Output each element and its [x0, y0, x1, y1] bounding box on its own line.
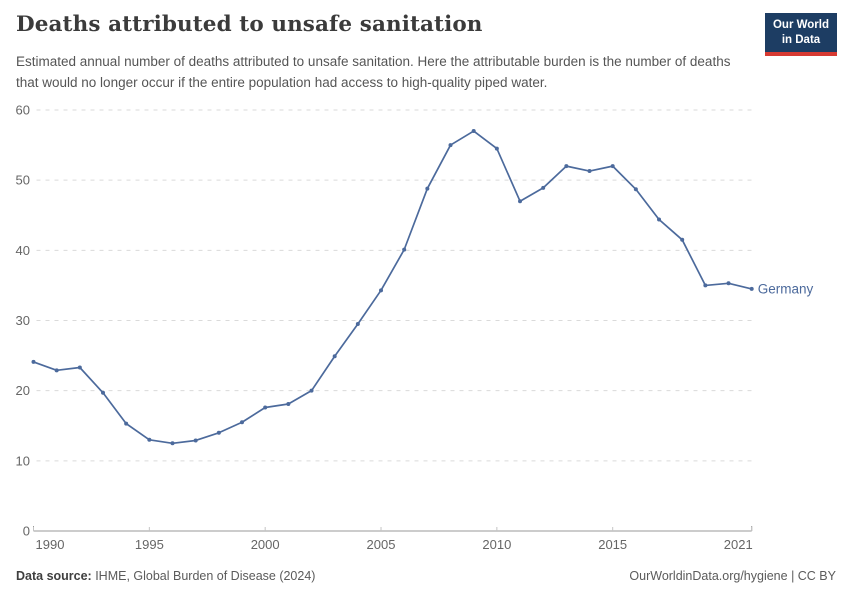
x-axis-tick-label: 1995: [135, 537, 164, 552]
license-credit: OurWorldinData.org/hygiene | CC BY: [629, 569, 836, 583]
data-point: [147, 437, 152, 442]
data-point: [31, 359, 36, 364]
data-point: [448, 143, 453, 148]
data-point: [680, 237, 685, 242]
x-axis-tick-label: 2010: [482, 537, 511, 552]
data-source-note: Data source: IHME, Global Burden of Dise…: [16, 569, 315, 583]
data-point: [703, 283, 708, 288]
data-source-label: Data source:: [16, 569, 92, 583]
data-point: [657, 217, 662, 222]
y-axis-tick-label: 30: [16, 313, 30, 328]
x-axis-tick-label: 2005: [367, 537, 396, 552]
data-point: [332, 354, 337, 359]
y-axis-tick-label: 20: [16, 383, 30, 398]
data-point: [240, 420, 245, 425]
x-axis-tick-label: 2000: [251, 537, 280, 552]
owid-logo-line1: Our World: [772, 19, 829, 31]
data-point: [309, 388, 314, 393]
data-point: [564, 164, 569, 169]
data-point: [726, 281, 731, 286]
chart-title: Deaths attributed to unsafe sanitation: [16, 12, 483, 37]
data-point: [101, 390, 106, 395]
data-point: [471, 129, 476, 134]
data-point: [541, 185, 546, 190]
x-axis-tick-label: 1990: [36, 537, 65, 552]
data-source-value: IHME, Global Burden of Disease (2024): [91, 569, 316, 583]
y-axis-tick-label: 0: [23, 524, 30, 539]
owid-logo-line2: in Data: [781, 33, 821, 46]
x-axis-tick-label: 2021: [724, 537, 753, 552]
data-point: [494, 146, 499, 151]
series-line-germany: [32, 130, 753, 445]
data-point: [402, 247, 407, 252]
y-axis-tick-label: 60: [16, 103, 30, 118]
y-axis-tick-label: 50: [16, 173, 30, 188]
chart-footer: Data source: IHME, Global Burden of Dise…: [16, 569, 836, 583]
data-point: [633, 187, 638, 192]
data-point: [77, 365, 82, 370]
data-point: [379, 288, 384, 293]
y-axis-tick-label: 10: [16, 453, 30, 468]
y-axis-tick-label: 40: [16, 243, 30, 258]
data-point: [216, 430, 221, 435]
data-point: [193, 438, 198, 443]
data-point: [54, 368, 59, 373]
series-label-germany: Germany: [758, 281, 814, 296]
chart-subtitle: Estimated annual number of deaths attrib…: [16, 54, 731, 90]
data-point: [425, 186, 430, 191]
data-point: [263, 405, 268, 410]
x-axis-tick-label: 2015: [598, 537, 627, 552]
data-point: [170, 441, 175, 446]
owid-logo: Our World in Data: [765, 13, 837, 56]
data-point: [749, 286, 754, 291]
data-point: [587, 169, 592, 174]
data-point: [610, 164, 615, 169]
data-point: [124, 421, 129, 426]
data-point: [355, 322, 360, 327]
data-point: [518, 199, 523, 204]
data-point: [286, 401, 291, 406]
